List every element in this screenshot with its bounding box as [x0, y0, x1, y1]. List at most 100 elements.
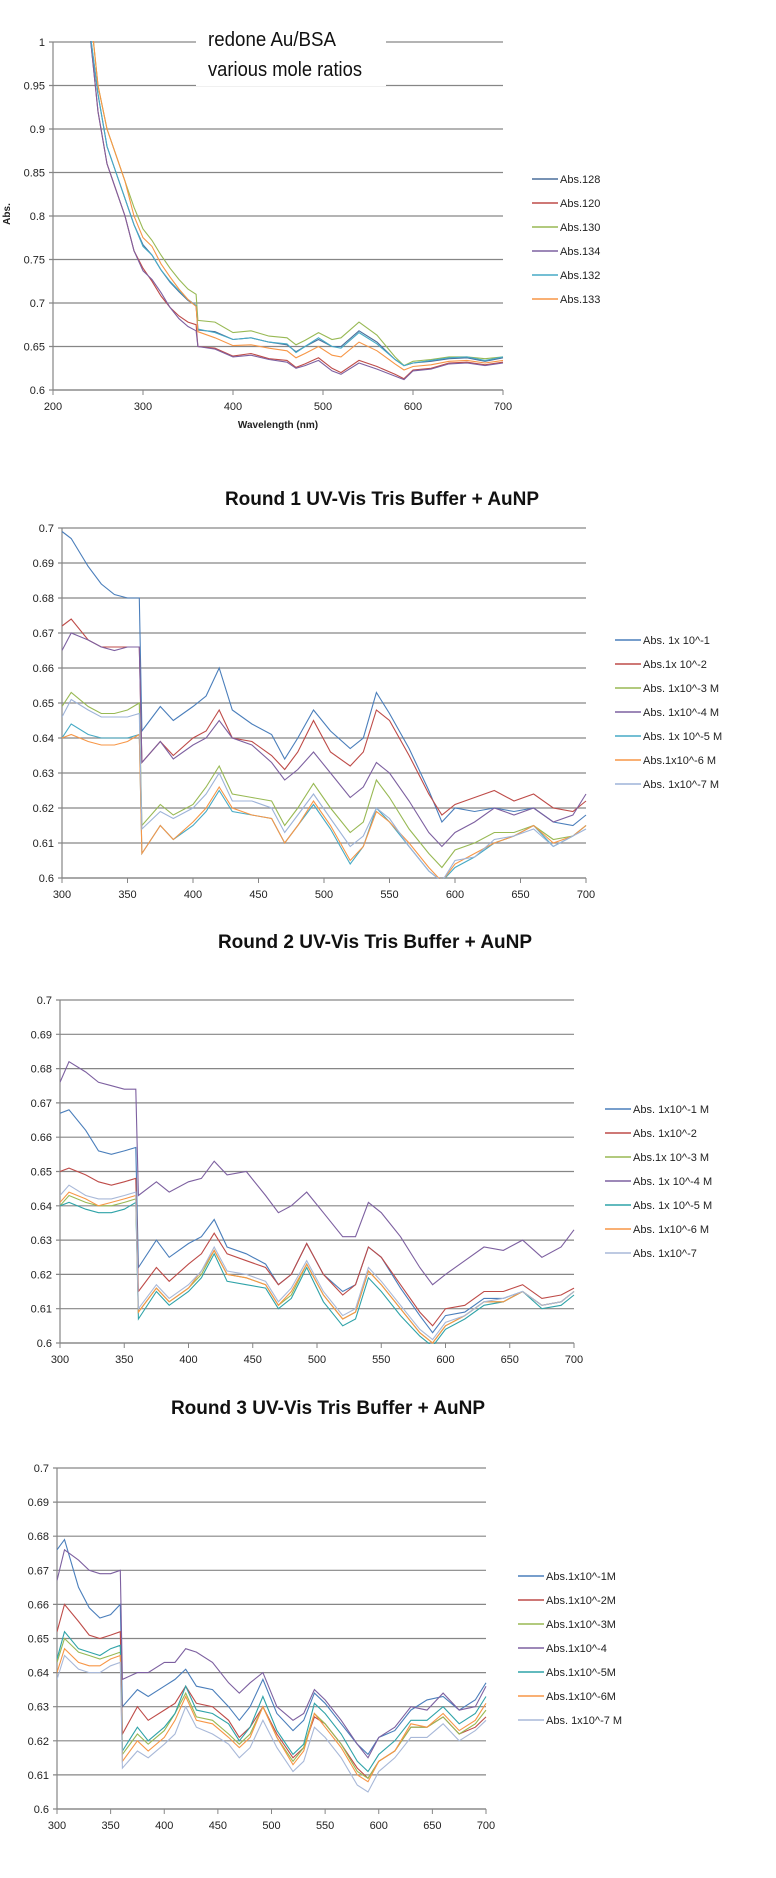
x-tick-label: 600	[370, 1820, 388, 1832]
chart-2: 0.6 0.61 0.62 0.63 0.64 0.65 0.66 0.67 0.68 0.69 0…	[33, 489, 723, 901]
legend-label: Abs. 1x10^-1 M	[633, 1104, 709, 1116]
x-tick-label: 400	[224, 401, 242, 413]
series-line-4	[57, 1548, 487, 1759]
x-tick-label: 500	[315, 889, 333, 901]
series-line-3	[62, 691, 587, 869]
legend-label: Abs.1x10^-6 M	[643, 755, 716, 767]
y-tick-label: 0.66	[31, 1132, 52, 1144]
legend-label: Abs.1x10^-1M	[546, 1571, 616, 1583]
chart-4: 0.6 0.61 0.62 0.63 0.64 0.65 0.66 0.67 0.68 0.69 0…	[28, 1398, 623, 1832]
y-tick-label: 0.6	[34, 1804, 49, 1816]
x-tick-label: 650	[501, 1354, 519, 1366]
legend-label: Abs.1x10^-3M	[546, 1619, 616, 1631]
y-tick-label: 0.62	[33, 803, 54, 815]
chart-1: 0.6 0.65 0.7 0.75 0.8 0.85 0.9 0.95 1 200 300 400 50…	[2, 22, 600, 431]
annotation-text: various mole ratios	[208, 59, 362, 81]
x-tick-label: 700	[477, 1820, 495, 1832]
x-tick-label: 600	[446, 889, 464, 901]
y-tick-label: 1	[39, 37, 45, 49]
y-tick-label: 0.63	[33, 768, 54, 780]
y-tick-label: 0.63	[28, 1702, 49, 1714]
y-tick-label: 0.75	[24, 255, 45, 267]
legend-label: Abs. 1x10^-7 M	[546, 1715, 622, 1727]
series-line-1	[57, 1538, 487, 1756]
x-tick-label: 300	[48, 1820, 66, 1832]
x-tick-label: 450	[244, 1354, 262, 1366]
y-tick-label: 0.67	[31, 1098, 52, 1110]
x-tick-label: 550	[372, 1354, 390, 1366]
y-tick-label: 0.6	[39, 873, 54, 885]
x-tick-label: 400	[155, 1820, 173, 1832]
legend-label: Abs. 1x10^-7	[633, 1248, 697, 1260]
y-tick-label: 0.61	[33, 838, 54, 850]
x-tick-label: 450	[249, 889, 267, 901]
y-tick-label: 0.68	[31, 1064, 52, 1076]
x-tick-label: 700	[577, 889, 595, 901]
legend-label: Abs. 1x 10^-5 M	[643, 731, 722, 743]
x-tick-label: 400	[184, 889, 202, 901]
y-tick-label: 0.62	[28, 1736, 49, 1748]
chart-title: Round 1 UV-Vis Tris Buffer + AuNP	[225, 489, 539, 510]
x-tick-label: 700	[565, 1354, 583, 1366]
series-line-7	[60, 1184, 575, 1341]
y-tick-label: 0.7	[30, 298, 45, 310]
x-tick-label: 350	[115, 1354, 133, 1366]
series-line-6	[62, 733, 587, 879]
legend-label: Abs. 1x10^-3 M	[643, 683, 719, 695]
y-tick-label: 0.69	[33, 558, 54, 570]
y-tick-label: 0.62	[31, 1269, 52, 1281]
series-line-4	[60, 1060, 575, 1286]
x-tick-label: 700	[494, 401, 512, 413]
legend-label: Abs.130	[560, 222, 600, 234]
legend-label: Abs.1x 10^-3 M	[633, 1152, 709, 1164]
y-tick-label: 0.69	[28, 1497, 49, 1509]
y-tick-label: 0.68	[28, 1531, 49, 1543]
y-tick-label: 0.63	[31, 1235, 52, 1247]
y-axis-label: Abs.	[2, 203, 13, 225]
legend-label: Abs. 1x 10^-1	[643, 635, 710, 647]
series-line-6	[57, 1647, 487, 1783]
legend-label: Abs. 1x10^-6 M	[633, 1224, 709, 1236]
x-axis-label: Wavelength (nm)	[238, 420, 318, 431]
y-tick-label: 0.61	[28, 1770, 49, 1782]
x-tick-label: 300	[51, 1354, 69, 1366]
y-tick-label: 0.65	[24, 342, 45, 354]
y-tick-label: 0.64	[31, 1201, 52, 1213]
x-tick-label: 650	[511, 889, 529, 901]
chart-3: 0.6 0.61 0.62 0.63 0.64 0.65 0.66 0.67 0.68 0.69 0…	[31, 932, 713, 1366]
legend-label: Abs.1x10^-4	[546, 1643, 607, 1655]
legend-label: Abs. 1x 10^-5 M	[633, 1200, 712, 1212]
y-tick-label: 0.65	[31, 1167, 52, 1179]
x-tick-label: 600	[404, 401, 422, 413]
chart-title: Round 3 UV-Vis Tris Buffer + AuNP	[171, 1398, 485, 1419]
y-tick-label: 0.7	[39, 523, 54, 535]
series-line-6	[92, 41, 504, 371]
legend-label: Abs.1x10^-5M	[546, 1667, 616, 1679]
x-tick-label: 600	[436, 1354, 454, 1366]
y-tick-label: 0.67	[33, 628, 54, 640]
series-line-5	[60, 1201, 575, 1344]
y-tick-label: 0.65	[28, 1634, 49, 1646]
annotation-box	[196, 22, 386, 86]
series-line-7	[57, 1654, 487, 1793]
y-tick-label: 0.95	[24, 81, 45, 93]
legend-label: Abs.133	[560, 294, 600, 306]
legend-label: Abs.132	[560, 270, 600, 282]
x-tick-label: 400	[179, 1354, 197, 1366]
x-tick-label: 550	[380, 889, 398, 901]
legend-label: Abs.134	[560, 246, 600, 258]
y-tick-label: 0.67	[28, 1565, 49, 1577]
y-tick-label: 0.6	[37, 1338, 52, 1350]
x-tick-label: 500	[262, 1820, 280, 1832]
y-tick-label: 0.68	[33, 593, 54, 605]
legend-label: Abs. 1x10^-7 M	[643, 779, 719, 791]
legend-label: Abs.128	[560, 174, 600, 186]
annotation-text: redone Au/BSA	[208, 29, 337, 51]
series-line-4	[62, 632, 587, 848]
y-tick-label: 0.7	[34, 1463, 49, 1475]
y-tick-label: 0.64	[28, 1668, 49, 1680]
x-tick-label: 350	[118, 889, 136, 901]
series-line-5	[90, 41, 504, 367]
legend-label: Abs.1x 10^-2	[643, 659, 707, 671]
